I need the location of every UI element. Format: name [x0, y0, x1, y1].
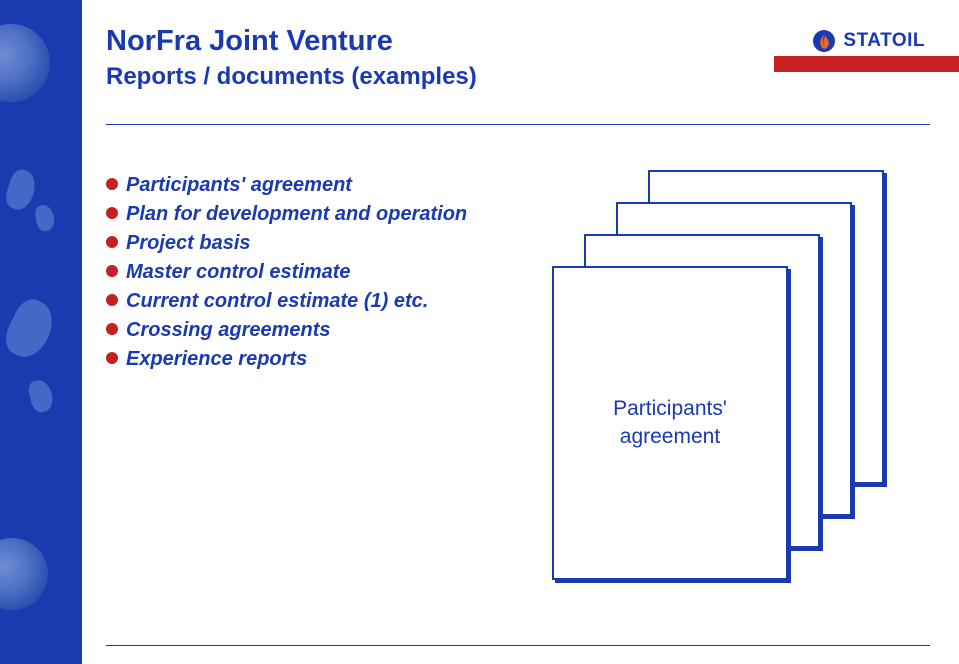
brand-name: STATOIL: [843, 30, 925, 52]
flame-icon: [813, 30, 835, 52]
bullet-text: Master control estimate: [126, 259, 351, 286]
bullet-text: Plan for development and operation: [126, 201, 467, 228]
list-item: Experience reports: [106, 346, 526, 373]
blot-decor: [34, 204, 56, 233]
document-stack: Participants' agreement: [552, 170, 912, 600]
fossil-decor: [0, 24, 50, 102]
bullet-icon: [106, 265, 118, 277]
decorative-sidebar: [0, 0, 82, 664]
doc-label-line2: agreement: [620, 425, 720, 448]
slide-title-block: NorFra Joint Venture Reports / documents…: [106, 22, 477, 94]
header-rule: [106, 124, 930, 125]
list-item: Crossing agreements: [106, 317, 526, 344]
blot-decor: [0, 294, 61, 364]
brand-logo: STATOIL: [813, 30, 925, 52]
document-label: Participants' agreement: [613, 395, 727, 452]
blot-decor: [26, 378, 55, 414]
bullet-text: Experience reports: [126, 346, 307, 373]
bullet-icon: [106, 352, 118, 364]
bullet-text: Crossing agreements: [126, 317, 331, 344]
bullet-text: Project basis: [126, 230, 251, 257]
bullet-icon: [106, 323, 118, 335]
list-item: Project basis: [106, 230, 526, 257]
fossil-decor: [0, 538, 48, 610]
doc-label-line1: Participants': [613, 397, 727, 420]
list-item: Plan for development and operation: [106, 201, 526, 228]
slide-main: NorFra Joint Venture Reports / documents…: [82, 0, 959, 664]
accent-bar: [774, 56, 959, 72]
bullet-text: Current control estimate (1) etc.: [126, 288, 428, 315]
bullet-list: Participants' agreement Plan for develop…: [106, 172, 526, 375]
bullet-icon: [106, 236, 118, 248]
bullet-icon: [106, 207, 118, 219]
slide-subtitle: Reports / documents (examples): [106, 61, 477, 93]
bullet-icon: [106, 178, 118, 190]
footer-rule: [106, 645, 930, 646]
list-item: Master control estimate: [106, 259, 526, 286]
list-item: Current control estimate (1) etc.: [106, 288, 526, 315]
bullet-text: Participants' agreement: [126, 172, 352, 199]
blot-decor: [2, 167, 39, 213]
slide-title: NorFra Joint Venture: [106, 22, 477, 61]
document-page-front: Participants' agreement: [552, 266, 788, 580]
bullet-icon: [106, 294, 118, 306]
list-item: Participants' agreement: [106, 172, 526, 199]
